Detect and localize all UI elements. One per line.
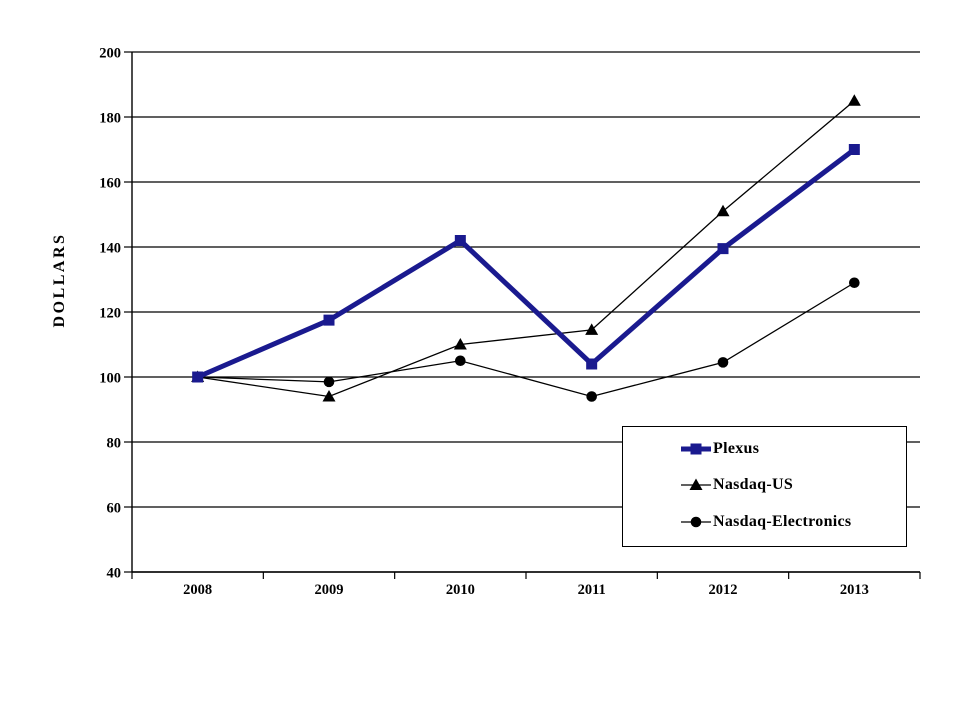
- square-marker-icon: [586, 358, 598, 370]
- circle-marker-icon: [849, 277, 860, 289]
- y-tick-label: 180: [99, 111, 121, 127]
- x-tick-label: 2013: [840, 582, 869, 598]
- legend-label-nasdaq-us: Nasdaq-US: [713, 476, 794, 494]
- triangle-marker-icon: [585, 323, 599, 335]
- series-line-plexus: [196, 147, 856, 380]
- chart-legend: Plexus Nasdaq-US Nasdaq-Electronics: [622, 426, 907, 547]
- triangle-marker-icon: [716, 204, 730, 217]
- nasdaq-us-line-triangle-icon: [681, 478, 711, 491]
- square-marker-icon: [454, 235, 466, 246]
- y-tick-label: 160: [99, 176, 121, 192]
- y-tick-label: 80: [107, 436, 122, 452]
- x-tick-label: 2010: [446, 582, 475, 598]
- nasdaq-electronics-line-circle-icon: [681, 516, 711, 528]
- x-tick-label: 2009: [315, 582, 344, 598]
- y-tick-label: 140: [99, 241, 121, 257]
- square-marker-icon: [323, 314, 335, 326]
- y-tick-label: 40: [107, 566, 122, 582]
- circle-marker-icon: [455, 355, 466, 367]
- plexus-line-square-icon: [681, 443, 711, 455]
- x-tick-label: 2011: [578, 582, 606, 598]
- series-line-nasdaq-electronics: [197, 282, 855, 398]
- legend-label-nasdaq-electronics: Nasdaq-Electronics: [713, 512, 852, 530]
- square-marker-icon: [192, 371, 204, 383]
- legend-item-nasdaq-electronics: Nasdaq-Electronics: [681, 506, 906, 538]
- square-marker-icon: [717, 243, 729, 255]
- x-tick-label: 2008: [183, 582, 212, 598]
- triangle-marker-icon: [453, 338, 467, 350]
- circle-marker-icon: [586, 391, 597, 402]
- x-tick-label: 2012: [709, 582, 738, 598]
- circle-marker-icon: [717, 357, 729, 368]
- y-tick-label: 100: [99, 371, 121, 387]
- square-marker-icon: [848, 144, 860, 155]
- triangle-marker-icon: [847, 94, 861, 106]
- triangle-marker-icon: [322, 390, 336, 402]
- y-axis-title: DOLLARS: [51, 233, 68, 328]
- legend-item-plexus: Plexus: [681, 433, 906, 465]
- legend-label-plexus: Plexus: [713, 440, 760, 458]
- series-line-nasdaq-us: [197, 100, 855, 398]
- y-tick-label: 200: [99, 46, 121, 62]
- legend-item-nasdaq-us: Nasdaq-US: [681, 469, 906, 501]
- circle-marker-icon: [323, 376, 335, 388]
- y-tick-label: 60: [107, 501, 122, 517]
- y-tick-label: 120: [99, 306, 121, 322]
